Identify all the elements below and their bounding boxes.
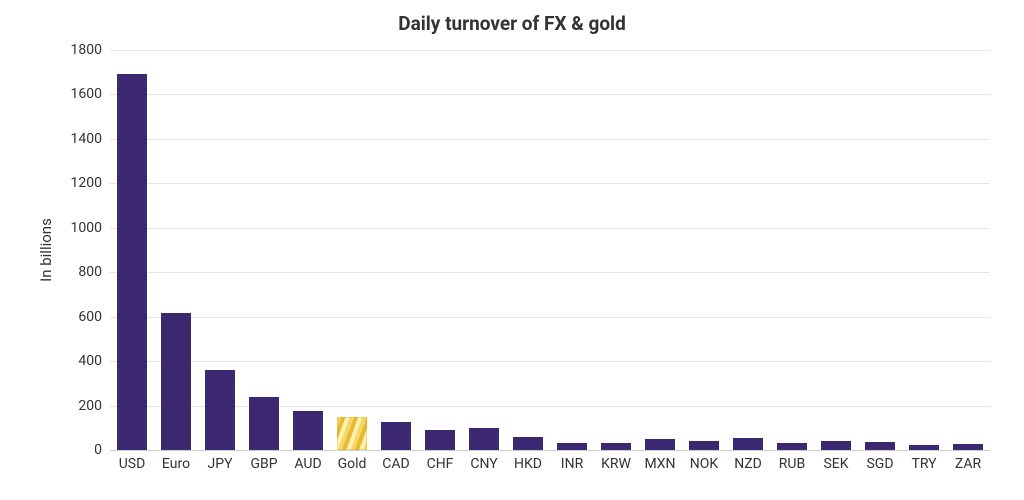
bar-nzd [733,438,762,450]
bar-fill [601,443,630,450]
bar-sek [821,441,850,450]
bar-fill [205,370,234,450]
chart-title: Daily turnover of FX & gold [0,12,1024,35]
y-tick-label: 800 [78,264,102,280]
y-tick-label: 1400 [71,131,102,147]
bar-fill [381,422,410,450]
gridline [110,228,990,229]
x-tick-label: JPY [208,456,233,472]
bar-hkd [513,437,542,450]
x-tick-label: HKD [514,456,542,472]
gridline [110,50,990,51]
gridline [110,317,990,318]
bar-fill [117,74,146,450]
bar-gold [337,417,366,450]
x-tick-label: GBP [250,456,277,472]
bar-try [909,445,938,450]
y-tick-label: 1800 [71,42,102,58]
bar-cny [469,428,498,450]
bar-zar [953,444,982,450]
y-tick-label: 400 [78,353,102,369]
bar-fill [645,439,674,450]
bar-fill [513,437,542,450]
y-tick-label: 1200 [71,175,102,191]
bar-aud [293,411,322,450]
x-tick-label: RUB [779,456,805,472]
gridline [110,139,990,140]
x-tick-label: CNY [470,456,497,472]
x-tick-label: USD [119,456,146,472]
gridline [110,272,990,273]
bar-fill [733,438,762,450]
bar-chf [425,430,454,450]
bar-jpy [205,370,234,450]
plot-area: 020040060080010001200140016001800USDEuro… [110,50,990,450]
x-tick-label: SEK [823,456,848,472]
bar-fill [469,428,498,450]
y-tick-label: 600 [78,309,102,325]
bar-fill [777,443,806,450]
bar-fill [689,441,718,450]
chart-container: Daily turnover of FX & gold In billions … [0,0,1024,500]
gridline [110,94,990,95]
x-tick-label: MXN [644,456,675,472]
x-tick-label: ZAR [955,456,981,472]
gridline [110,183,990,184]
y-axis-label: In billions [37,218,55,282]
x-tick-label: NOK [690,456,718,472]
bar-usd [117,74,146,450]
bar-euro [161,313,190,450]
bar-fill [293,411,322,450]
bar-fill [909,445,938,450]
bar-fill [425,430,454,450]
bar-inr [557,443,586,450]
x-tick-label: KRW [601,456,631,472]
bar-krw [601,443,630,450]
bar-sgd [865,442,894,450]
x-axis-line [110,450,990,451]
gridline [110,361,990,362]
y-tick-label: 1600 [71,86,102,102]
bar-fill [161,313,190,450]
bar-rub [777,443,806,450]
bar-cad [381,422,410,450]
x-tick-label: NZD [734,456,762,472]
x-tick-label: SGD [866,456,893,472]
x-tick-label: CHF [427,456,454,472]
y-tick-label: 1000 [71,220,102,236]
x-tick-label: INR [561,456,583,472]
x-tick-label: Euro [162,456,190,472]
x-tick-label: AUD [294,456,321,472]
bar-fill [953,444,982,450]
gridline [110,406,990,407]
y-tick-label: 200 [78,398,102,414]
bar-fill [821,441,850,450]
x-tick-label: CAD [382,456,409,472]
bar-gbp [249,397,278,450]
bar-nok [689,441,718,450]
y-tick-label: 0 [94,442,102,458]
bar-mxn [645,439,674,450]
x-tick-label: TRY [911,456,936,472]
bar-fill [865,442,894,450]
bar-fill [557,443,586,450]
x-tick-label: Gold [338,456,367,472]
bar-fill-gold [337,417,366,450]
bar-fill [249,397,278,450]
